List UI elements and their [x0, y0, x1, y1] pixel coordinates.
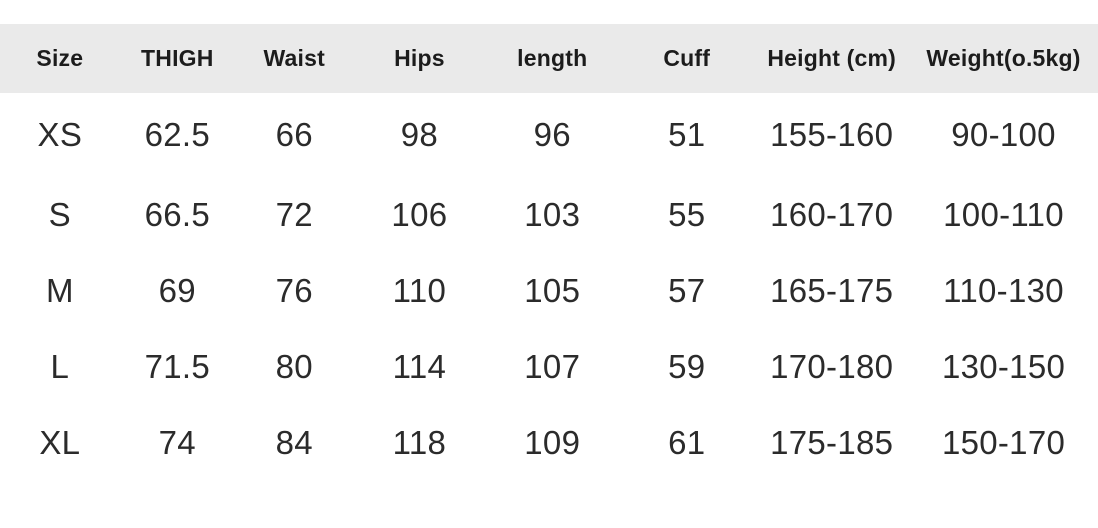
- cell-hips: 118: [392, 424, 447, 461]
- cell-size: XL: [39, 424, 81, 461]
- cell-cuff: 55: [668, 196, 706, 233]
- cell-size: S: [48, 196, 71, 233]
- cell-waist: 72: [275, 196, 313, 233]
- cell-waist: 76: [275, 272, 313, 309]
- col-header-length: length: [517, 45, 588, 71]
- col-header-size: Size: [36, 45, 84, 71]
- cell-cuff: 57: [668, 272, 706, 309]
- cell-height: 155-160: [770, 116, 894, 153]
- cell-cuff: 59: [668, 348, 706, 385]
- col-header-height: Height (cm): [767, 45, 897, 71]
- cell-waist: 80: [275, 348, 313, 385]
- table-row-xl: XL 74 84 118 109 61 175-185 150-170: [0, 405, 1098, 481]
- cell-thigh: 71.5: [144, 348, 211, 385]
- cell-length: 107: [524, 348, 581, 385]
- cell-weight: 130-150: [941, 348, 1066, 385]
- cell-length: 105: [524, 272, 581, 309]
- cell-cuff: 51: [668, 116, 706, 153]
- header-row: Size THIGH Waist Hips length Cuff Height…: [0, 24, 1098, 93]
- table-row-xs: XS 62.5 66 98 96 51 155-160 90-100: [0, 93, 1098, 177]
- cell-weight: 100-110: [943, 196, 1064, 233]
- cell-thigh: 74: [158, 424, 196, 461]
- table-row-s: S 66.5 72 106 103 55 160-170 100-110: [0, 177, 1098, 253]
- cell-weight: 150-170: [941, 424, 1066, 461]
- table-row-l: L 71.5 80 114 107 59 170-180 130-150: [0, 329, 1098, 405]
- cell-height: 175-185: [770, 424, 894, 461]
- cell-height: 160-170: [770, 196, 894, 233]
- cell-waist: 84: [275, 424, 313, 461]
- size-chart: Size THIGH Waist Hips length Cuff Height…: [0, 24, 1098, 481]
- col-header-waist: Waist: [263, 45, 325, 71]
- cell-length: 96: [533, 116, 571, 153]
- cell-thigh: 69: [158, 272, 196, 309]
- cell-weight: 90-100: [951, 116, 1056, 153]
- cell-height: 170-180: [770, 348, 894, 385]
- cell-hips: 114: [392, 348, 447, 385]
- cell-hips: 98: [400, 116, 439, 153]
- cell-thigh: 66.5: [144, 196, 211, 233]
- col-header-cuff: Cuff: [663, 45, 711, 71]
- cell-size: XS: [37, 116, 83, 153]
- table-row-m: M 69 76 110 105 57 165-175 110-130: [0, 253, 1098, 329]
- col-header-weight: Weight(o.5kg): [926, 45, 1081, 71]
- col-header-thigh: THIGH: [141, 45, 214, 71]
- cell-size: L: [50, 348, 70, 385]
- cell-size: M: [45, 272, 74, 309]
- cell-thigh: 62.5: [144, 116, 211, 153]
- cell-height: 165-175: [770, 272, 894, 309]
- cell-weight: 110-130: [943, 272, 1064, 309]
- cell-length: 109: [524, 424, 581, 461]
- size-table: Size THIGH Waist Hips length Cuff Height…: [0, 24, 1098, 481]
- cell-cuff: 61: [668, 424, 706, 461]
- cell-waist: 66: [275, 116, 313, 153]
- cell-hips: 106: [391, 196, 448, 233]
- cell-hips: 110: [392, 272, 447, 309]
- col-header-hips: Hips: [394, 45, 445, 71]
- cell-length: 103: [524, 196, 581, 233]
